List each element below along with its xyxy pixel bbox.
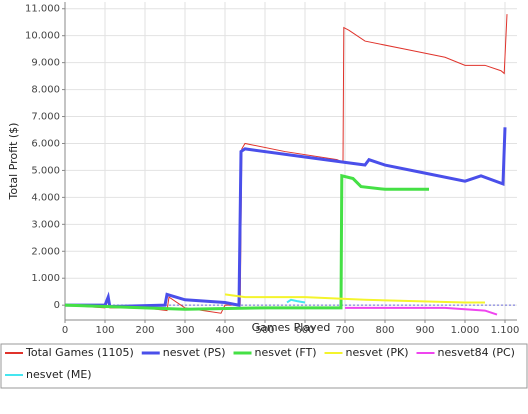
y-tick-label: 1.000 bbox=[31, 273, 60, 284]
legend-label: nesvet (PK) bbox=[346, 346, 409, 359]
legend-label: nesvet (FT) bbox=[255, 346, 317, 359]
x-tick-label: 700 bbox=[335, 325, 354, 336]
y-tick-label: 11.000 bbox=[25, 4, 60, 15]
y-tick-label: 3.000 bbox=[31, 219, 60, 230]
x-tick-label: 400 bbox=[215, 325, 234, 336]
y-tick-label: 2.000 bbox=[31, 246, 60, 257]
x-tick-label: 300 bbox=[175, 325, 194, 336]
x-tick-label: 0 bbox=[62, 325, 68, 336]
y-tick-label: 10.000 bbox=[25, 31, 60, 42]
series-line bbox=[345, 306, 498, 316]
series-line bbox=[64, 173, 429, 311]
x-tick-label: 200 bbox=[135, 325, 154, 336]
legend-box bbox=[0, 343, 528, 389]
y-axis-label: Total Profit ($) bbox=[7, 123, 20, 201]
x-tick-label: 600 bbox=[295, 325, 314, 336]
x-tick-label: 900 bbox=[415, 325, 434, 336]
x-tick-label: 1.100 bbox=[491, 325, 520, 336]
x-axis-label: Games Played bbox=[252, 321, 331, 334]
x-tick-label: 100 bbox=[95, 325, 114, 336]
y-tick-label: 4.000 bbox=[31, 192, 60, 203]
plot-area bbox=[65, 2, 517, 320]
y-tick-label: 5.000 bbox=[31, 165, 60, 176]
y-tick-label: 0 bbox=[54, 300, 60, 311]
x-tick-label: 500 bbox=[255, 325, 274, 336]
series-line bbox=[224, 293, 485, 304]
legend-label: nesvet84 (PC) bbox=[438, 346, 515, 359]
y-tick-label: 9.000 bbox=[31, 58, 60, 69]
y-tick-label: 7.000 bbox=[31, 112, 60, 123]
x-tick-label: 1.000 bbox=[451, 325, 480, 336]
legend-label: nesvet (ME) bbox=[26, 368, 92, 381]
legend-label: nesvet (PS) bbox=[163, 346, 226, 359]
series-line bbox=[286, 298, 306, 304]
y-tick-label: 6.000 bbox=[31, 138, 60, 149]
legend-label: Total Games (1105) bbox=[25, 346, 134, 359]
x-tick-label: 800 bbox=[375, 325, 394, 336]
y-tick-label: 8.000 bbox=[31, 85, 60, 96]
